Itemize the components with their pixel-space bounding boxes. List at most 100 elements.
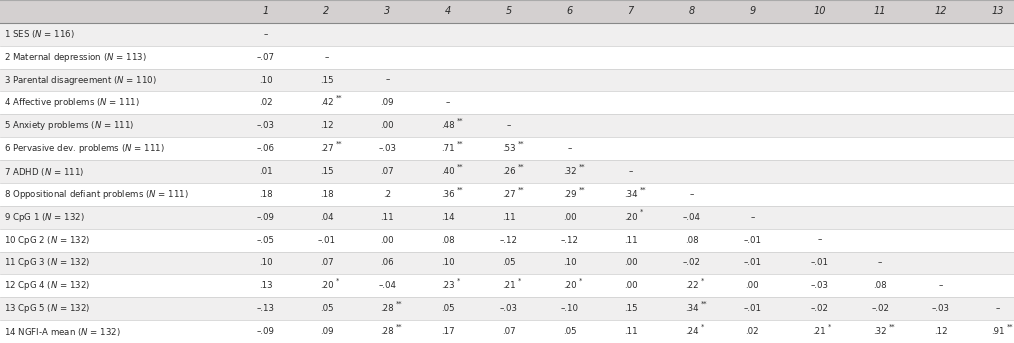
Text: –.03: –.03: [810, 281, 828, 290]
Text: 13 CpG 5 ($\mathit{N}$ = 132): 13 CpG 5 ($\mathit{N}$ = 132): [4, 302, 90, 315]
Bar: [0, 92, 1014, 114]
Text: **: **: [336, 141, 342, 146]
Text: .14: .14: [441, 213, 455, 222]
Bar: [0, 183, 1014, 206]
Bar: [0, 46, 1014, 69]
Text: .28: .28: [380, 304, 394, 313]
Text: **: **: [518, 186, 524, 192]
Text: 6: 6: [567, 7, 573, 16]
Text: 7 ADHD ($\mathit{N}$ = 111): 7 ADHD ($\mathit{N}$ = 111): [4, 166, 84, 177]
Text: **: **: [518, 141, 524, 146]
Text: .10: .10: [563, 259, 577, 268]
Bar: [0, 274, 1014, 297]
Bar: [0, 297, 1014, 320]
Text: 14 NGFI-A mean ($\mathit{N}$ = 132): 14 NGFI-A mean ($\mathit{N}$ = 132): [4, 326, 121, 338]
Text: .05: .05: [441, 304, 455, 313]
Text: **: **: [1007, 323, 1013, 330]
Text: 5: 5: [506, 7, 512, 16]
Text: .22: .22: [684, 281, 699, 290]
Text: .20: .20: [563, 281, 577, 290]
Text: –.12: –.12: [500, 236, 518, 245]
Text: 1 SES ($\mathit{N}$ = 116): 1 SES ($\mathit{N}$ = 116): [4, 28, 75, 40]
Text: –.13: –.13: [257, 304, 275, 313]
Text: .05: .05: [502, 259, 516, 268]
Text: .11: .11: [624, 236, 638, 245]
Bar: [0, 114, 1014, 137]
Text: .11: .11: [624, 327, 638, 336]
Text: .34: .34: [624, 190, 638, 199]
Text: 11: 11: [874, 7, 886, 16]
Text: –: –: [446, 98, 450, 107]
Text: .08: .08: [873, 281, 887, 290]
Text: .53: .53: [502, 144, 516, 153]
Text: .48: .48: [441, 121, 455, 130]
Text: –.01: –.01: [317, 236, 336, 245]
Text: .00: .00: [624, 281, 638, 290]
Bar: [0, 137, 1014, 160]
Text: *: *: [828, 323, 831, 330]
Text: –.05: –.05: [257, 236, 275, 245]
Text: –.10: –.10: [561, 304, 579, 313]
Text: *: *: [701, 323, 704, 330]
Text: 9 CpG 1 ($\mathit{N}$ = 132): 9 CpG 1 ($\mathit{N}$ = 132): [4, 211, 85, 224]
Text: –: –: [385, 75, 389, 84]
Text: *: *: [579, 278, 582, 284]
Text: .32: .32: [563, 167, 577, 176]
Text: .36: .36: [441, 190, 455, 199]
Text: **: **: [396, 323, 403, 330]
Text: .29: .29: [563, 190, 577, 199]
Text: .05: .05: [319, 304, 334, 313]
Text: .26: .26: [502, 167, 516, 176]
Text: –: –: [507, 121, 511, 130]
Text: –.01: –.01: [810, 259, 828, 268]
Text: .10: .10: [441, 259, 455, 268]
Text: –.09: –.09: [257, 327, 275, 336]
Text: 8 Oppositional defiant problems ($\mathit{N}$ = 111): 8 Oppositional defiant problems ($\mathi…: [4, 188, 189, 201]
Text: 7: 7: [628, 7, 634, 16]
Text: –: –: [878, 259, 882, 268]
Text: 13: 13: [992, 7, 1004, 16]
Bar: [0, 206, 1014, 229]
Text: .10: .10: [259, 75, 273, 84]
Text: .01: .01: [259, 167, 273, 176]
Text: *: *: [701, 278, 704, 284]
Text: .04: .04: [319, 213, 334, 222]
Text: –.03: –.03: [378, 144, 396, 153]
Text: –: –: [629, 167, 633, 176]
Text: **: **: [457, 141, 463, 146]
Text: –: –: [264, 30, 268, 39]
Text: –.12: –.12: [561, 236, 579, 245]
Bar: [0, 160, 1014, 183]
Text: –.02: –.02: [810, 304, 828, 313]
Text: 3: 3: [384, 7, 390, 16]
Text: 2: 2: [323, 7, 330, 16]
Text: .00: .00: [745, 281, 759, 290]
Text: –: –: [996, 304, 1000, 313]
Text: .07: .07: [319, 259, 334, 268]
Text: –: –: [817, 236, 821, 245]
Text: *: *: [640, 209, 643, 215]
Text: .20: .20: [624, 213, 638, 222]
Text: .00: .00: [380, 121, 394, 130]
Text: *: *: [457, 278, 460, 284]
Text: **: **: [457, 164, 463, 169]
Text: –: –: [939, 281, 943, 290]
Text: 4 Affective problems ($\mathit{N}$ = 111): 4 Affective problems ($\mathit{N}$ = 111…: [4, 96, 140, 109]
Text: *: *: [518, 278, 521, 284]
Text: **: **: [518, 164, 524, 169]
Text: .11: .11: [502, 213, 516, 222]
Text: **: **: [396, 301, 403, 307]
Bar: [0, 23, 1014, 46]
Bar: [0, 69, 1014, 92]
Text: .12: .12: [319, 121, 334, 130]
Text: .07: .07: [380, 167, 394, 176]
Text: 8: 8: [689, 7, 695, 16]
Text: .00: .00: [380, 236, 394, 245]
Bar: [0, 229, 1014, 251]
Text: **: **: [579, 186, 585, 192]
Text: –.07: –.07: [257, 53, 275, 62]
Text: .21: .21: [502, 281, 516, 290]
Text: .12: .12: [934, 327, 948, 336]
Text: –: –: [324, 53, 329, 62]
Text: –.04: –.04: [378, 281, 396, 290]
